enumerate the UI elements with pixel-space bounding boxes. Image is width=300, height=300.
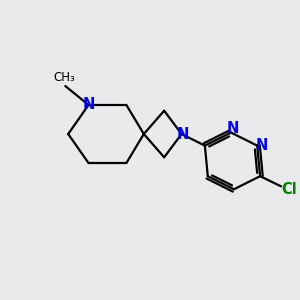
Text: Cl: Cl <box>281 182 297 197</box>
Text: N: N <box>256 138 268 153</box>
Text: N: N <box>82 98 95 112</box>
Text: CH₃: CH₃ <box>53 71 75 84</box>
Text: N: N <box>177 127 189 142</box>
Text: N: N <box>226 121 239 136</box>
